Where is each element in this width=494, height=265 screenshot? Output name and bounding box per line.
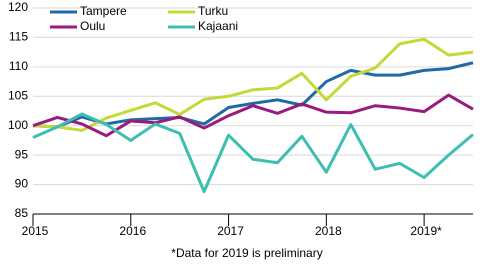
series-line bbox=[32, 93, 474, 138]
y-tick-label: 90 bbox=[15, 177, 29, 191]
x-tick-label: 2017 bbox=[217, 224, 244, 238]
y-tick-label: 105 bbox=[8, 88, 28, 102]
y-tick-label: 110 bbox=[9, 59, 28, 73]
x-tick-label: 2015 bbox=[22, 224, 49, 238]
x-tick-label: 2019* bbox=[410, 224, 442, 238]
x-tick-label: 2018 bbox=[315, 224, 342, 238]
footnote: *Data for 2019 is preliminary bbox=[171, 246, 322, 260]
legend-label: Turku bbox=[198, 4, 228, 18]
y-tick-label: 120 bbox=[8, 0, 28, 14]
legend-label: Oulu bbox=[80, 19, 105, 33]
y-tick-label: 100 bbox=[8, 118, 28, 132]
legend-label: Kajaani bbox=[198, 19, 238, 33]
y-tick-label: 95 bbox=[15, 147, 29, 161]
y-tick-label: 85 bbox=[15, 206, 29, 220]
series-line bbox=[32, 37, 474, 132]
x-tick-label: 2016 bbox=[119, 224, 146, 238]
series-line bbox=[32, 112, 474, 194]
series-line bbox=[32, 61, 474, 129]
y-tick-label: 115 bbox=[9, 30, 28, 44]
legend-label: Tampere bbox=[80, 4, 127, 18]
